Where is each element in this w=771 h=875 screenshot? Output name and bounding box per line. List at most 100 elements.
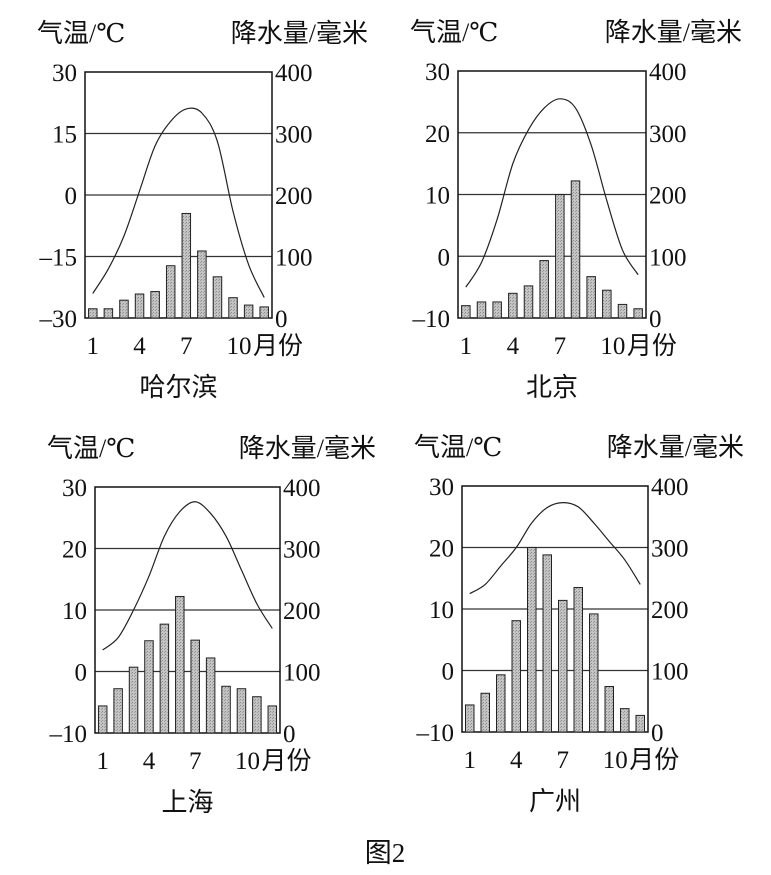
month-tick-label: 10: [235, 748, 260, 775]
temperature-tick-label: 10: [62, 598, 87, 625]
precipitation-tick-label: 200: [651, 597, 689, 624]
precipitation-bar-month-7: [190, 639, 200, 734]
precipitation-axis-title: 降水量/毫米: [607, 433, 744, 462]
precipitation-bar-month-11: [252, 696, 262, 734]
precipitation-bar-month-11: [620, 708, 630, 733]
month-tick-label: 10: [603, 747, 628, 774]
month-tick-label: 1: [464, 747, 477, 774]
temperature-tick-label: 20: [425, 121, 450, 148]
precipitation-bar-month-9: [212, 276, 223, 319]
temperature-axis-title: 气温/℃: [37, 19, 125, 48]
precipitation-bar-month-1: [88, 308, 98, 319]
month-axis-label: 月份: [261, 747, 311, 775]
precipitation-bar-month-9: [589, 613, 599, 733]
precipitation-tick-label: 300: [649, 121, 687, 148]
temperature-line: [102, 501, 273, 651]
precipitation-tick-label: 300: [651, 536, 689, 563]
temperature-tick-label: 30: [429, 474, 454, 501]
temperature-tick-label: 20: [429, 536, 454, 563]
plot-frame: [94, 486, 281, 734]
month-tick-label: 1: [96, 748, 109, 775]
temperature-tick-label: 0: [438, 244, 451, 271]
city-name: 哈尔滨: [139, 373, 217, 402]
climate-chart-1: 气温/℃ 降水量/毫米 30 15 0 –15 –30 400 300 200 100 0 1 4 7 10 月…: [37, 19, 368, 402]
temperature-tick-label: –30: [39, 306, 78, 333]
temperature-tick-label: 30: [425, 59, 450, 86]
temperature-tick-label: –15: [39, 245, 78, 272]
precipitation-bar-month-5: [527, 547, 537, 733]
precipitation-bar-month-12: [635, 714, 645, 733]
precipitation-tick-label: 200: [283, 598, 321, 625]
precipitation-bar-month-6: [175, 595, 185, 734]
precipitation-bar-month-8: [573, 586, 583, 733]
precipitation-tick-label: 200: [275, 183, 313, 210]
precipitation-axis-title: 降水量/毫米: [239, 434, 376, 463]
precipitation-tick-label: 200: [649, 183, 687, 210]
precipitation-bar-month-9: [221, 685, 231, 734]
temperature-line: [469, 502, 641, 595]
month-axis-label: 月份: [627, 332, 677, 360]
precipitation-tick-label: 400: [649, 59, 687, 86]
precipitation-tick-label: 0: [649, 306, 662, 333]
precipitation-bar-month-3: [119, 299, 129, 319]
figure-caption: 图2: [365, 838, 406, 868]
precipitation-bar-month-10: [602, 289, 612, 319]
precipitation-tick-label: 0: [283, 721, 296, 748]
precipitation-bar-month-12: [267, 705, 278, 734]
temperature-tick-label: 10: [425, 183, 450, 210]
precipitation-bar-month-1: [97, 705, 108, 734]
month-tick-label: 4: [510, 747, 523, 774]
temperature-tick-label: 20: [62, 537, 87, 564]
precipitation-bar-month-6: [165, 265, 176, 319]
temperature-axis-title: 气温/℃: [47, 434, 135, 463]
month-tick-label: 7: [189, 748, 202, 775]
precipitation-tick-label: 0: [651, 720, 664, 747]
temperature-tick-label: 15: [52, 122, 77, 149]
plot-frame: [457, 70, 647, 319]
precipitation-bar-month-11: [617, 303, 628, 319]
precipitation-bar-month-2: [480, 692, 490, 733]
precipitation-bar-month-2: [113, 688, 123, 734]
precipitation-tick-label: 100: [275, 245, 313, 272]
precipitation-bar-month-6: [542, 554, 552, 733]
precipitation-bar-month-7: [555, 194, 565, 319]
precipitation-bar-month-11: [243, 304, 254, 319]
temperature-axis-title: 气温/℃: [410, 18, 498, 47]
precipitation-axis-title: 降水量/毫米: [231, 19, 368, 48]
precipitation-bar-month-7: [181, 212, 192, 319]
precipitation-bar-month-7: [558, 599, 568, 733]
precipitation-bar-month-8: [197, 250, 207, 319]
precipitation-tick-label: 300: [283, 537, 321, 564]
month-tick-label: 7: [180, 333, 193, 360]
precipitation-bar-month-4: [144, 640, 154, 734]
month-tick-label: 4: [133, 333, 146, 360]
temperature-axis-title: 气温/℃: [414, 433, 502, 462]
precipitation-bar-month-12: [259, 306, 269, 319]
precipitation-tick-label: 400: [651, 474, 689, 501]
precipitation-bar-month-10: [228, 297, 238, 319]
precipitation-bar-month-5: [159, 623, 170, 734]
month-tick-label: 4: [143, 748, 156, 775]
precipitation-bar-month-8: [205, 657, 216, 734]
month-axis-label: 月份: [629, 746, 679, 774]
temperature-tick-label: 10: [429, 597, 454, 624]
plot-frame: [461, 485, 649, 733]
month-tick-label: 1: [460, 333, 473, 360]
precipitation-bar-month-1: [465, 704, 475, 733]
city-name: 上海: [161, 788, 213, 817]
city-name: 广州: [529, 787, 581, 816]
precipitation-bar-month-6: [539, 260, 549, 319]
temperature-tick-label: 30: [52, 60, 77, 87]
precipitation-bar-month-5: [150, 291, 160, 319]
precipitation-tick-label: 400: [275, 60, 313, 87]
precipitation-bar-month-1: [461, 305, 471, 319]
precipitation-tick-label: 400: [283, 475, 321, 502]
precipitation-bar-month-5: [523, 285, 534, 319]
temperature-tick-label: 0: [442, 659, 455, 686]
temperature-tick-label: –10: [49, 721, 88, 748]
precipitation-tick-label: 300: [275, 122, 313, 149]
precipitation-tick-label: 100: [283, 660, 321, 687]
